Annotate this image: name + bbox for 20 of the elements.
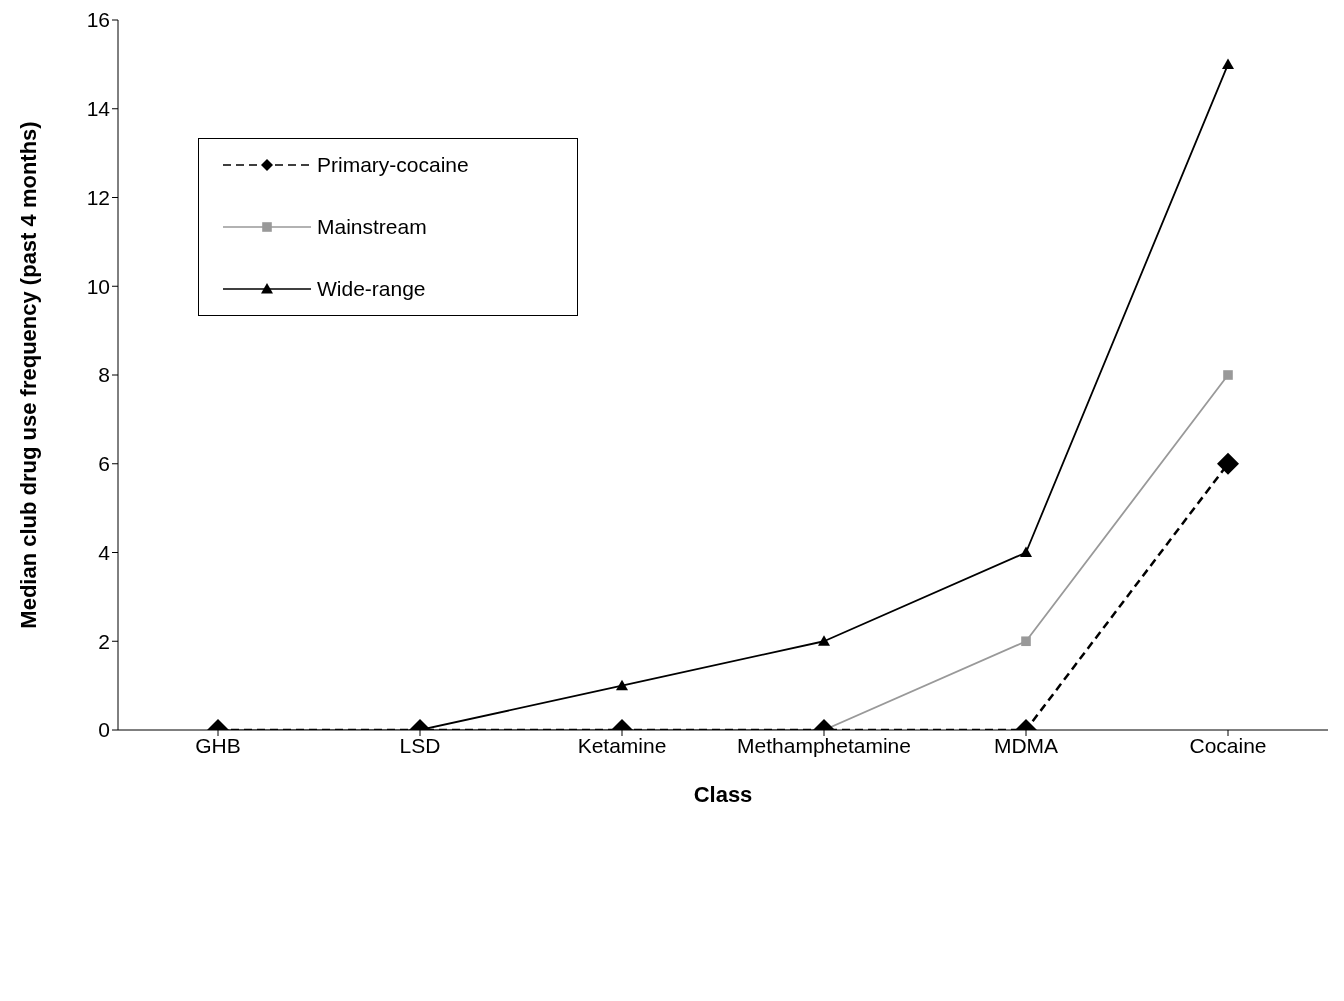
y-axis-title: Median club drug use frequency (past 4 months) (15, 121, 41, 629)
x-tick-label: Cocaine (1189, 733, 1267, 757)
y-tick-label: 10 (86, 274, 110, 298)
x-tick-label: GHB (195, 733, 241, 757)
y-tick-label: 2 (98, 629, 110, 653)
y-tick-label: 4 (98, 540, 111, 564)
x-tick-label: LSD (399, 733, 441, 757)
x-tick-label: Ketamine (577, 733, 667, 757)
legend-label: Wide-range (317, 277, 426, 301)
legend-label: Primary-cocaine (317, 153, 469, 177)
y-tick-label: 6 (98, 452, 110, 476)
x-tick-label: Methamphetamine (737, 733, 911, 757)
y-tick-label: 12 (86, 185, 110, 209)
y-tick-label: 0 (98, 718, 110, 742)
x-tick-label: MDMA (993, 733, 1059, 757)
x-axis-title: Class (693, 782, 753, 807)
y-tick-label: 8 (98, 363, 110, 387)
y-tick-label: 14 (86, 97, 111, 121)
y-tick-label: 16 (86, 8, 110, 32)
legend-label: Mainstream (317, 215, 427, 239)
